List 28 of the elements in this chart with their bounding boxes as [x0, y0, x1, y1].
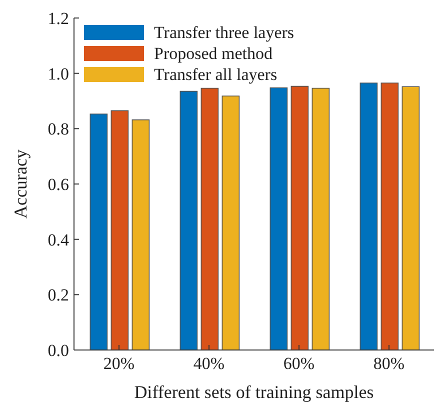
y-tick-label: 0.2	[48, 286, 69, 305]
y-axis-title: Accuracy	[10, 150, 30, 218]
bar	[200, 88, 219, 350]
y-tick-label: 0.8	[48, 120, 69, 139]
bar	[110, 110, 129, 350]
bar	[90, 114, 108, 350]
x-tick-label: 40%	[193, 354, 225, 374]
y-tick-label: 0.4	[48, 230, 70, 250]
x-axis-title: Different sets of training samples	[134, 382, 374, 402]
x-tick-label: 60%	[283, 354, 315, 374]
legend-label: Transfer three layers	[154, 22, 294, 43]
bar	[270, 87, 288, 350]
bar	[360, 82, 378, 350]
bar	[290, 86, 309, 350]
legend-label: Transfer all layers	[154, 64, 278, 85]
y-tick-label: 1.2	[48, 9, 69, 28]
bar	[312, 88, 330, 350]
bar	[180, 90, 198, 350]
x-tick-label: 80%	[373, 354, 405, 374]
legend-label: Proposed method	[154, 43, 273, 64]
bar	[132, 119, 150, 350]
y-tick-label: 0.6	[48, 175, 69, 194]
x-tick-label: 20%	[103, 354, 135, 374]
bar	[402, 86, 420, 350]
bar	[380, 82, 399, 350]
bar	[222, 96, 240, 350]
y-tick-label: 1.0	[48, 64, 69, 84]
y-tick-label: 0.0	[48, 341, 69, 360]
